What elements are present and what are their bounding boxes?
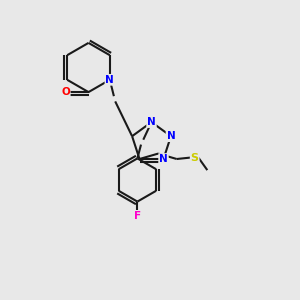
Text: F: F <box>134 211 141 221</box>
Text: N: N <box>159 154 168 164</box>
Text: S: S <box>191 152 199 163</box>
Text: O: O <box>61 87 70 97</box>
Text: N: N <box>147 117 156 127</box>
Text: N: N <box>105 75 114 85</box>
Text: N: N <box>167 131 175 141</box>
